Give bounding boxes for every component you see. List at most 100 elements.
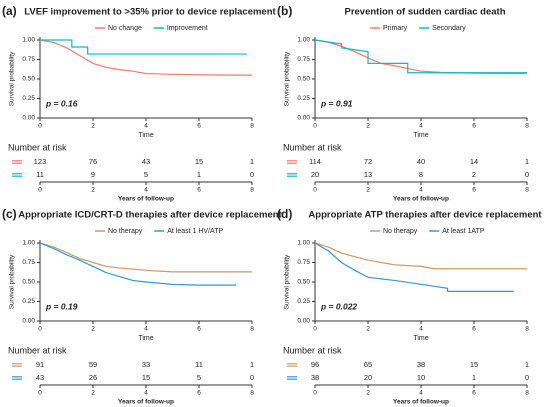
risk-x-tick-label: 8 [250, 390, 254, 397]
risk-count: 1 [250, 157, 254, 166]
risk-x-label: Years of follow-up [118, 399, 174, 406]
legend-label: Secondary [432, 25, 466, 32]
risk-count: 1 [197, 170, 201, 179]
chart-title: Appropriate ATP therapies after device r… [308, 210, 542, 221]
risk-x-tick-label: 2 [91, 390, 95, 397]
x-tick-label: 4 [419, 123, 423, 130]
risk-x-tick-label: 2 [366, 187, 370, 194]
risk-x-tick-label: 2 [366, 390, 370, 397]
x-tick-label: 2 [366, 123, 370, 130]
survival-curve [314, 39, 527, 74]
legend-label: No therapy [108, 228, 143, 235]
y-tick-label: 0.00 [297, 318, 310, 325]
y-tick-label: 0.50 [297, 76, 310, 83]
survival-curve [314, 242, 514, 292]
x-tick-label: 6 [197, 123, 201, 130]
risk-count: 38 [311, 373, 319, 382]
x-tick-label: 2 [366, 326, 370, 333]
y-axis-label: Survival probability [284, 254, 291, 309]
risk-count: 43 [142, 157, 150, 166]
risk-count: 1 [525, 360, 529, 369]
x-tick-label: 8 [250, 326, 254, 333]
risk-table-title: Number at risk [8, 345, 67, 355]
legend-label: No change [108, 25, 142, 32]
risk-x-tick-label: 6 [197, 187, 201, 194]
x-axis-label: Time [413, 335, 428, 342]
y-tick-label: 1.00 [22, 240, 35, 247]
risk-count: 76 [89, 157, 97, 166]
risk-x-tick-label: 6 [197, 390, 201, 397]
survival-curve [39, 39, 252, 76]
risk-x-tick-label: 4 [144, 390, 148, 397]
risk-x-label: Years of follow-up [393, 399, 449, 406]
risk-count: 96 [311, 360, 319, 369]
x-tick-label: 4 [144, 123, 148, 130]
x-tick-label: 8 [525, 326, 529, 333]
risk-table-title: Number at risk [283, 142, 342, 152]
risk-count: 65 [364, 360, 372, 369]
x-axis-label: Time [413, 132, 428, 139]
risk-count: 11 [195, 360, 203, 369]
x-tick-label: 8 [525, 123, 529, 130]
risk-count: 1 [472, 373, 476, 382]
x-tick-label: 6 [472, 123, 476, 130]
y-tick-label: 0.00 [22, 318, 35, 325]
risk-x-tick-label: 2 [91, 187, 95, 194]
risk-table-title: Number at risk [8, 142, 67, 152]
risk-x-tick-label: 8 [525, 187, 529, 194]
risk-x-tick-label: 6 [472, 390, 476, 397]
risk-count: 123 [34, 157, 47, 166]
risk-count: 5 [144, 170, 148, 179]
risk-x-tick-label: 6 [472, 187, 476, 194]
y-tick-label: 1.00 [297, 240, 310, 247]
risk-x-tick-label: 4 [419, 390, 423, 397]
y-tick-label: 0.50 [22, 76, 35, 83]
risk-x-tick-label: 8 [250, 187, 254, 194]
risk-x-tick-label: 0 [313, 390, 317, 397]
risk-x-tick-label: 4 [419, 187, 423, 194]
legend-label: Improvement [167, 25, 208, 32]
legend-label: At least 1ATP [442, 228, 485, 235]
p-value: p = 0.022 [320, 301, 357, 311]
risk-count: 20 [311, 170, 319, 179]
panel-label: (a) [2, 4, 17, 18]
risk-x-tick-label: 0 [38, 187, 42, 194]
panel: (c) Appropriate ICD/CRT-D therapies after… [2, 207, 283, 406]
risk-x-tick-label: 0 [313, 187, 317, 194]
x-tick-label: 2 [91, 123, 95, 130]
y-tick-label: 0.75 [297, 56, 310, 63]
y-tick-label: 1.00 [22, 37, 35, 44]
x-tick-label: 8 [250, 123, 254, 130]
risk-count: 43 [36, 373, 44, 382]
p-value: p = 0.19 [45, 301, 78, 311]
risk-count: 114 [309, 157, 321, 166]
survival-curve [40, 39, 247, 55]
risk-count: 40 [417, 157, 425, 166]
y-tick-label: 0.25 [22, 298, 35, 305]
risk-count: 26 [89, 373, 97, 382]
risk-count: 59 [89, 360, 97, 369]
legend-label: Primary [383, 25, 408, 32]
risk-count: 9 [91, 170, 95, 179]
x-tick-label: 0 [38, 326, 42, 333]
legend-label: At least 1 HV/ATP [167, 228, 223, 235]
x-axis-label: Time [138, 335, 153, 342]
panel: (b) Prevention of sudden cardiac death Pri… [277, 4, 529, 203]
y-tick-label: 0.75 [22, 56, 35, 63]
risk-count: 10 [417, 373, 425, 382]
x-tick-label: 0 [313, 123, 317, 130]
risk-count: 91 [36, 360, 44, 369]
y-tick-label: 0.25 [22, 95, 35, 102]
y-tick-label: 1.00 [297, 37, 310, 44]
x-axis-label: Time [138, 132, 153, 139]
risk-count: 1 [250, 360, 254, 369]
y-axis-label: Survival probability [9, 254, 16, 309]
risk-count: 72 [364, 157, 372, 166]
survival-curve [39, 242, 237, 286]
y-tick-label: 0.75 [22, 259, 35, 266]
x-tick-label: 2 [91, 326, 95, 333]
risk-count: 15 [470, 360, 478, 369]
risk-count: 14 [470, 157, 478, 166]
y-tick-label: 0.50 [297, 279, 310, 286]
